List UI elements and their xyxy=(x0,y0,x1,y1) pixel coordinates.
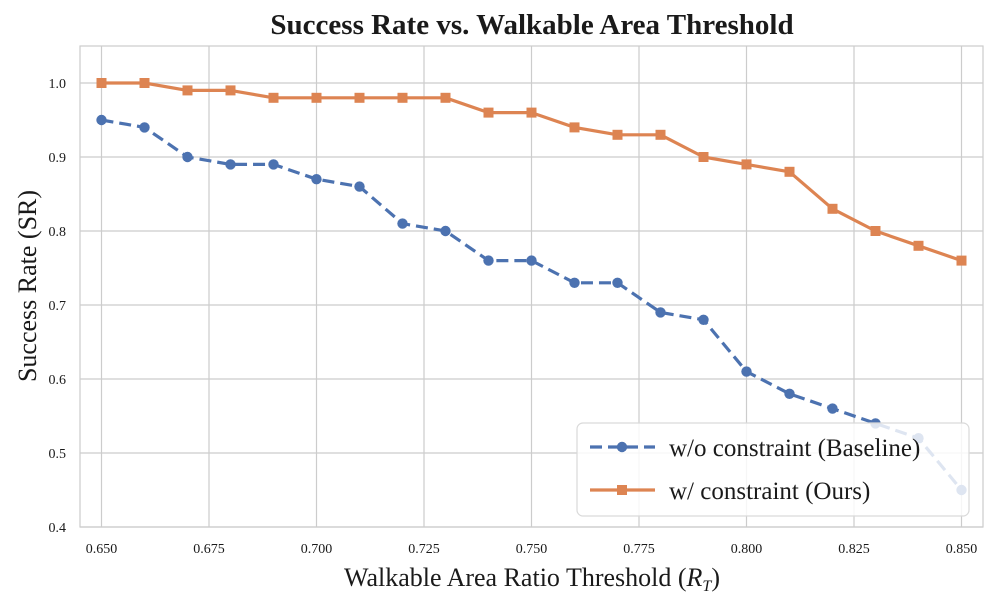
data-point xyxy=(569,122,580,133)
x-tick-label: 0.650 xyxy=(86,542,118,557)
legend-label-1: w/o constraint (Baseline) xyxy=(669,435,920,462)
y-tick-label: 1.0 xyxy=(49,77,67,92)
x-tick-label: 0.825 xyxy=(838,542,870,557)
data-point xyxy=(913,240,924,251)
data-point xyxy=(526,107,537,118)
legend-box xyxy=(576,422,970,517)
data-point xyxy=(956,255,967,266)
x-axis-label-close: ) xyxy=(711,563,720,592)
data-point xyxy=(397,218,408,229)
y-tick-label: 0.6 xyxy=(49,373,67,388)
data-point xyxy=(612,277,623,288)
data-point xyxy=(139,78,150,88)
y-tick-label: 0.8 xyxy=(49,225,67,240)
data-point xyxy=(311,174,322,185)
series-2 xyxy=(96,78,967,266)
data-point xyxy=(311,92,322,103)
x-tick-label: 0.725 xyxy=(408,542,440,557)
y-axis-label: Success Rate (SR) xyxy=(13,190,42,382)
plot-frame xyxy=(79,45,984,528)
data-point xyxy=(784,388,795,399)
data-point xyxy=(784,166,795,177)
x-axis-label-subscript: T xyxy=(702,578,712,595)
data-point xyxy=(483,255,494,266)
data-point xyxy=(698,314,709,325)
data-point xyxy=(182,151,193,163)
data-point xyxy=(354,181,365,192)
data-point xyxy=(139,122,150,133)
y-tick-label: 0.7 xyxy=(49,299,67,314)
data-point xyxy=(483,107,494,118)
chart-title: Success Rate vs. Walkable Area Threshold xyxy=(270,9,793,41)
data-point xyxy=(741,159,752,170)
data-point xyxy=(96,78,107,88)
data-point xyxy=(397,92,408,103)
legend-marker-2 xyxy=(617,485,627,495)
x-tick-label: 0.700 xyxy=(301,542,333,557)
x-tick-label: 0.800 xyxy=(731,542,763,557)
series-group xyxy=(96,78,967,496)
x-axis-label-symbol: R xyxy=(686,563,703,592)
y-tick-label: 0.5 xyxy=(49,447,67,462)
x-tick-label: 0.750 xyxy=(516,542,548,557)
data-point xyxy=(827,403,838,414)
data-point xyxy=(225,159,236,170)
data-point xyxy=(698,152,709,162)
legend-marker-1 xyxy=(616,441,628,453)
data-point xyxy=(612,129,623,140)
y-tick-label: 0.9 xyxy=(49,151,67,166)
data-point xyxy=(440,92,451,103)
data-point xyxy=(655,129,666,140)
data-point xyxy=(182,85,193,96)
x-tick-label: 0.775 xyxy=(623,542,655,557)
data-point xyxy=(268,92,279,103)
tick-labels: 0.650 0.675 0.700 0.725 0.750 0.775 0.800 0.825… xyxy=(49,77,978,557)
data-point xyxy=(827,203,838,214)
x-tick-label: 0.675 xyxy=(193,542,225,557)
data-point xyxy=(569,277,580,288)
data-point xyxy=(268,159,279,170)
data-point xyxy=(354,92,365,103)
y-tick-label: 0.4 xyxy=(49,521,67,536)
data-point xyxy=(526,255,537,266)
data-point xyxy=(96,114,107,126)
legend-label-2: w/ constraint (Ours) xyxy=(669,478,870,505)
data-point xyxy=(741,366,752,377)
data-point xyxy=(655,307,666,318)
data-point xyxy=(870,226,881,236)
x-axis-label-text: Walkable Area Ratio Threshold ( xyxy=(344,563,687,592)
x-axis-label: Walkable Area Ratio Threshold (RT) xyxy=(344,563,720,595)
data-point xyxy=(225,85,236,96)
series-line xyxy=(101,118,963,492)
data-point xyxy=(440,225,451,237)
legend: w/o constraint (Baseline) w/ constraint (… xyxy=(576,422,970,517)
x-tick-label: 0.850 xyxy=(946,542,978,557)
series-1 xyxy=(96,114,967,496)
